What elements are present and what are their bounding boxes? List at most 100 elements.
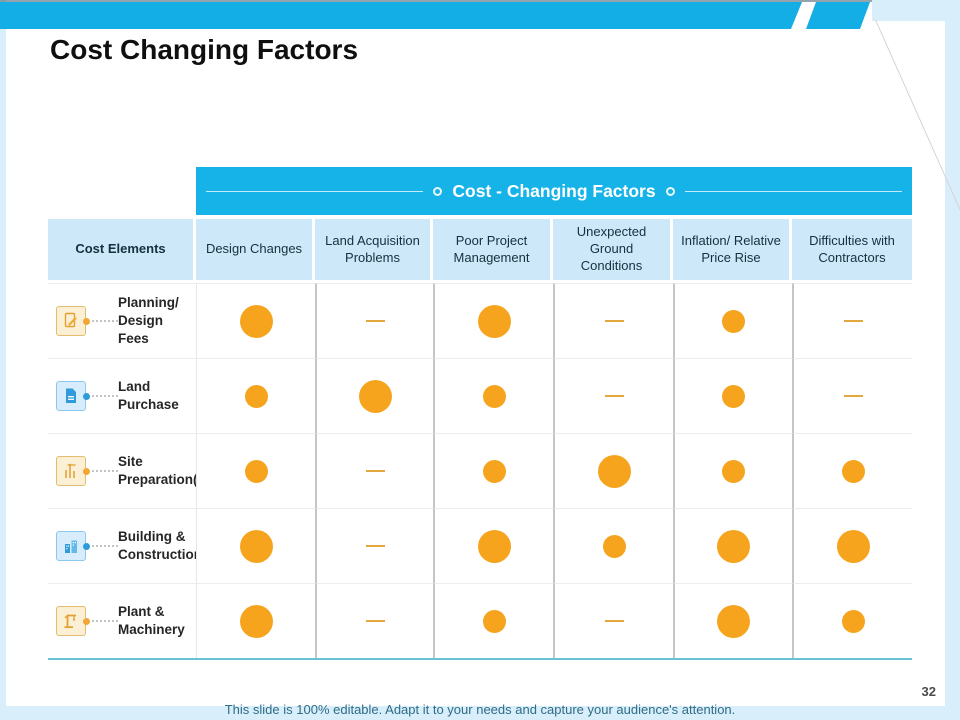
column-header-cost-elements: Cost Elements — [48, 219, 196, 283]
column-header-unexpected-ground: Unexpected Ground Conditions — [553, 219, 673, 283]
corner-decoration — [872, 0, 960, 21]
impact-cell — [433, 583, 553, 658]
impact-cell — [433, 508, 553, 583]
footer-note: This slide is 100% editable. Adapt it to… — [224, 702, 736, 717]
land-purchase-icon — [56, 381, 86, 411]
impact-cell — [433, 358, 553, 433]
impact-mark — [841, 459, 865, 483]
impact-mark — [843, 320, 863, 322]
building-construction-icon — [56, 531, 86, 561]
site-preparation-icon — [56, 456, 86, 486]
impact-mark — [717, 529, 750, 563]
impact-cell — [673, 358, 792, 433]
row-label-planning-design-fees: Planning/ Design Fees — [48, 283, 196, 358]
impact-cell — [673, 508, 792, 583]
impact-mark — [597, 454, 631, 488]
top-accent-bar — [0, 2, 802, 29]
impact-mark — [836, 529, 870, 563]
row-label-site-preparation: Site Preparation(2) — [48, 433, 210, 508]
impact-cell — [792, 283, 912, 358]
impact-mark — [722, 384, 745, 408]
impact-cell — [792, 358, 912, 433]
impact-mark — [722, 309, 745, 333]
icon-connector — [83, 467, 118, 475]
banner-ring-left — [433, 186, 443, 196]
page-number: 32 — [921, 684, 936, 699]
row-label-text: Site Preparation(2) — [118, 453, 210, 487]
impact-cell — [553, 433, 673, 508]
impact-cell — [315, 433, 433, 508]
table-banner-title: Cost - Changing Factors — [452, 180, 656, 201]
row-label-land-purchase: Land Purchase — [48, 358, 196, 433]
icon-connector — [83, 542, 118, 550]
impact-mark — [477, 304, 511, 338]
impact-mark — [244, 459, 268, 483]
impact-mark — [482, 384, 506, 408]
impact-mark — [604, 620, 624, 622]
impact-cell — [792, 433, 912, 508]
page-title: Cost Changing Factors — [50, 34, 359, 65]
impact-cell — [196, 583, 315, 658]
impact-mark — [244, 384, 268, 408]
impact-cell — [673, 433, 792, 508]
impact-cell — [553, 283, 673, 358]
impact-mark — [358, 379, 392, 413]
banner-line-left — [206, 190, 424, 192]
impact-mark — [239, 529, 273, 563]
impact-mark — [482, 459, 506, 483]
impact-mark — [482, 609, 506, 633]
plant-machinery-icon — [56, 606, 86, 636]
cost-factors-table: Cost Elements Design Changes Land Acquis… — [48, 219, 912, 660]
top-accent-bar-segment — [806, 2, 870, 29]
impact-mark — [604, 320, 624, 322]
impact-cell — [553, 583, 673, 658]
impact-mark — [365, 620, 385, 622]
impact-mark — [722, 459, 745, 483]
impact-mark — [843, 395, 863, 397]
column-header-difficulties-contractors: Difficulties with Contractors — [792, 219, 912, 283]
impact-cell — [433, 433, 553, 508]
row-label-text: Plant & Machinery — [118, 603, 185, 637]
impact-mark — [717, 604, 750, 638]
impact-cell — [553, 358, 673, 433]
impact-cell — [673, 583, 792, 658]
planning-design-icon — [56, 306, 86, 336]
impact-cell — [553, 508, 673, 583]
impact-cell — [315, 283, 433, 358]
column-header-design-changes: Design Changes — [196, 219, 315, 283]
impact-cell — [196, 433, 315, 508]
impact-mark — [239, 604, 273, 638]
impact-cell — [673, 283, 792, 358]
row-label-building-construction: Building & Construction — [48, 508, 202, 583]
impact-cell — [196, 358, 315, 433]
impact-mark — [477, 529, 511, 563]
impact-cell — [196, 508, 315, 583]
impact-cell — [433, 283, 553, 358]
impact-mark — [365, 320, 385, 322]
impact-mark — [239, 304, 273, 338]
banner-line-right — [684, 190, 903, 192]
impact-cell — [196, 283, 315, 358]
icon-connector — [83, 317, 118, 325]
impact-cell — [792, 508, 912, 583]
banner-ring-right — [665, 186, 675, 196]
impact-cell — [315, 583, 433, 658]
impact-cell — [792, 583, 912, 658]
icon-connector — [83, 617, 118, 625]
icon-connector — [83, 392, 118, 400]
row-label-plant-machinery: Plant & Machinery — [48, 583, 196, 658]
column-header-inflation: Inflation/ Relative Price Rise — [673, 219, 792, 283]
column-header-land-acquisition: Land Acquisition Problems — [315, 219, 433, 283]
row-label-text: Building & Construction — [118, 528, 202, 562]
impact-mark — [602, 534, 626, 558]
column-header-poor-project-management: Poor Project Management — [433, 219, 553, 283]
impact-mark — [365, 470, 385, 472]
row-label-text: Land Purchase — [118, 378, 179, 412]
impact-mark — [365, 545, 385, 547]
impact-mark — [841, 609, 865, 633]
impact-cell — [315, 508, 433, 583]
top-edge-line — [0, 0, 872, 2]
row-label-text: Planning/ Design Fees — [118, 294, 179, 347]
impact-cell — [315, 358, 433, 433]
